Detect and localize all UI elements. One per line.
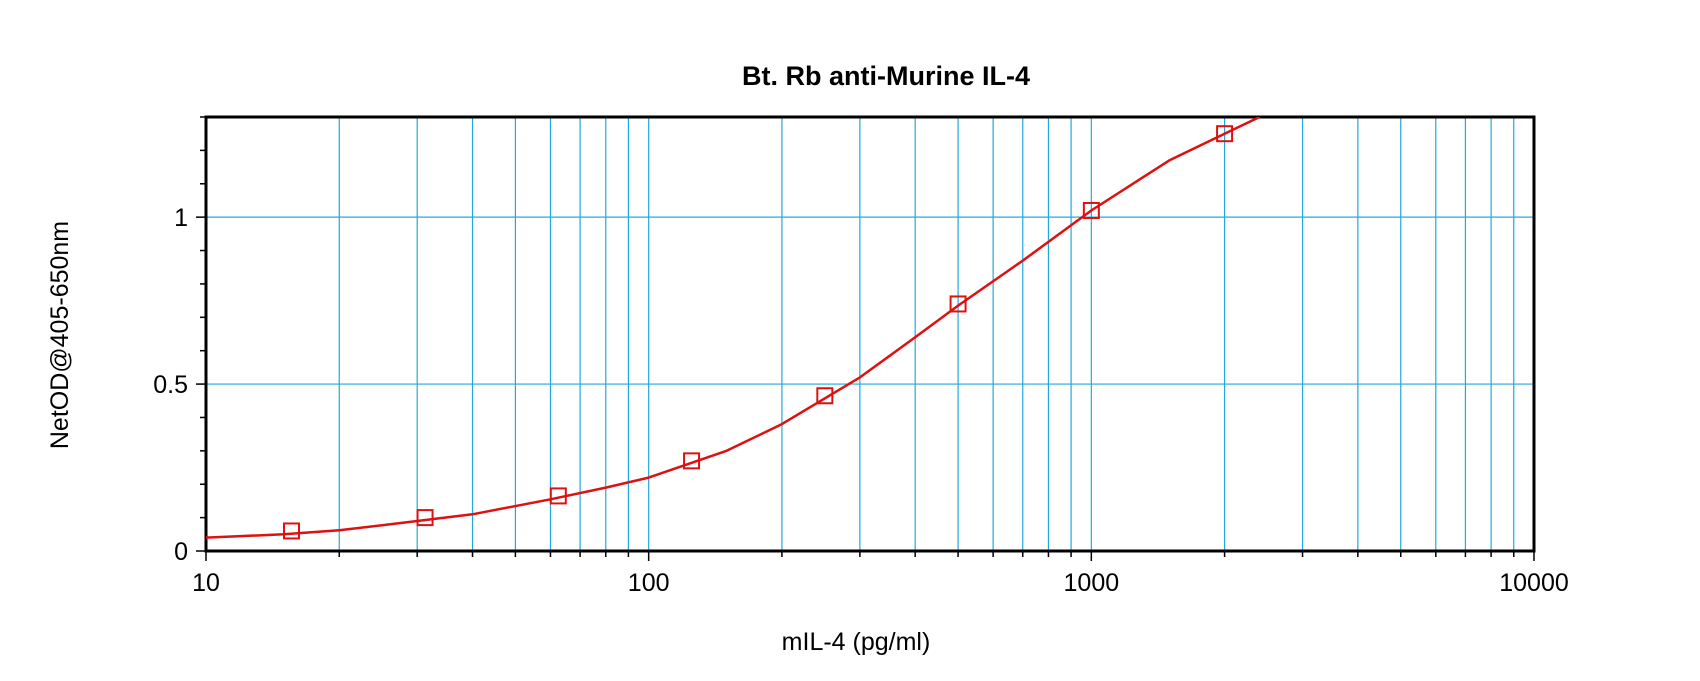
data-point [549, 487, 567, 505]
y-tick-label: 0.5 [153, 371, 188, 399]
data-point [1082, 201, 1100, 219]
data-point [683, 452, 701, 470]
x-axis-label: mIL-4 (pg/ml) [782, 628, 931, 656]
axis-ticks [196, 116, 1535, 561]
x-tick-label: 1000 [1064, 569, 1120, 597]
y-axis-label: NetOD@405-650nm [46, 221, 74, 449]
chart-title: Bt. Rb anti-Murine IL-4 [742, 61, 1030, 91]
data-point [282, 522, 300, 540]
y-tick-label: 0 [174, 538, 188, 566]
data-point [816, 387, 834, 405]
x-tick-label: 100 [628, 569, 670, 597]
data-point [1216, 125, 1234, 143]
fit-curve-group [206, 117, 1261, 539]
plot-frame [204, 115, 1536, 553]
plot-border [204, 115, 1536, 553]
x-tick-label: 10 [192, 569, 220, 597]
x-tick-label: 10000 [1499, 569, 1569, 597]
fit-curve [206, 117, 1261, 539]
y-tick-label: 1 [174, 204, 188, 232]
data-point [949, 295, 967, 313]
data-point [416, 509, 434, 527]
data-points [282, 125, 1234, 540]
grid-lines [206, 117, 1534, 551]
tick-labels: 10 100 1000 10000 0 0.5 1 [153, 204, 1569, 597]
